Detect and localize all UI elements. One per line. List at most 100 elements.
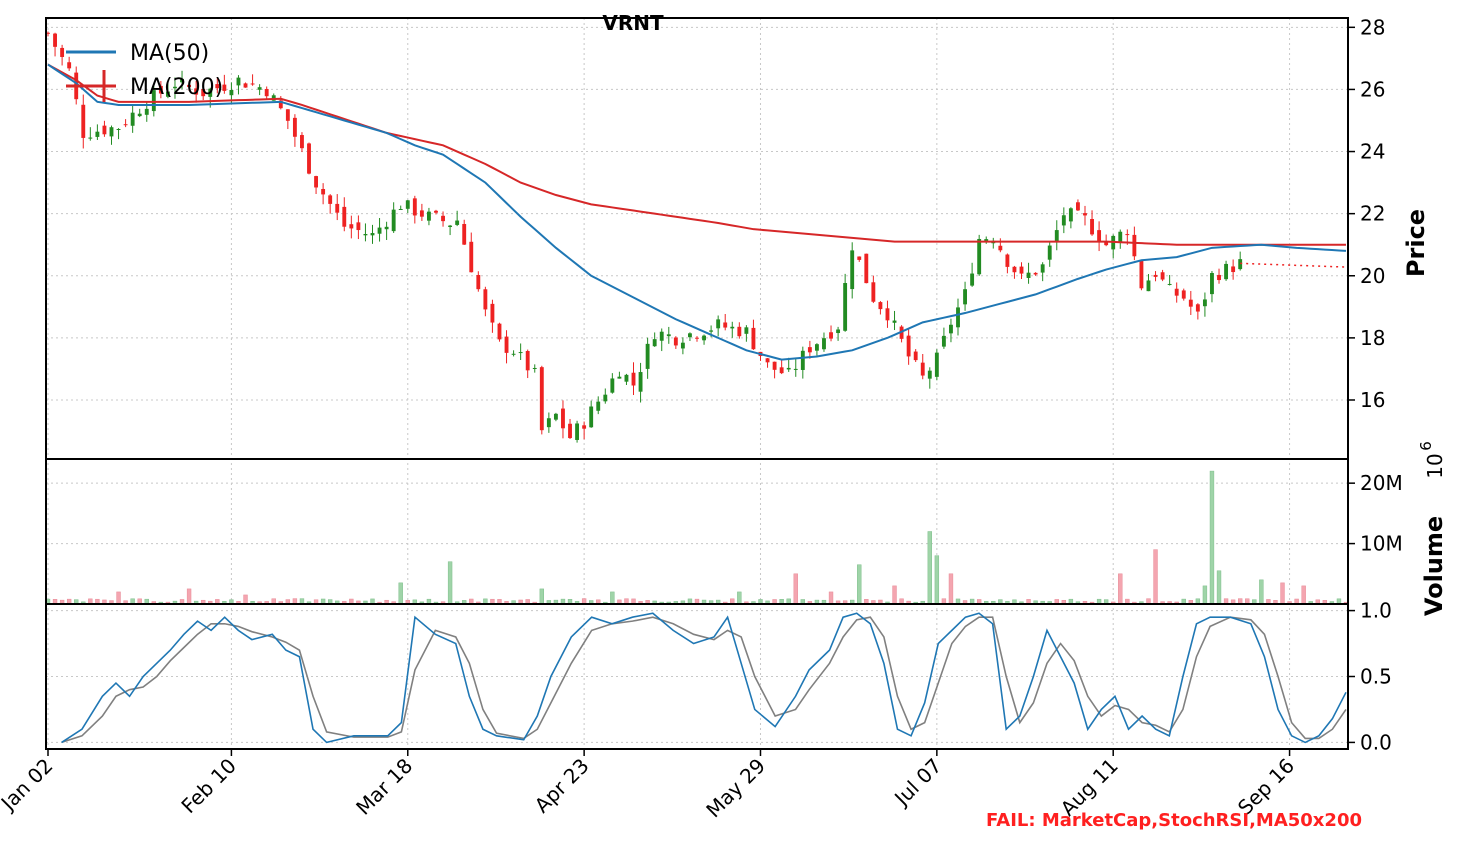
candle-body: [927, 370, 932, 379]
candle-body: [292, 117, 297, 137]
candle-body: [539, 367, 544, 431]
candle-body: [709, 330, 714, 332]
candle-body: [60, 47, 65, 57]
x-tick-label: Apr 23: [530, 754, 594, 818]
price-tick-label: 28: [1360, 15, 1385, 39]
candle-body: [462, 223, 467, 245]
price-tick-label: 20: [1360, 264, 1385, 288]
candle-body: [617, 376, 622, 379]
candle-body: [688, 333, 692, 338]
candle-body: [793, 368, 798, 370]
price-tick-label: 16: [1360, 388, 1385, 412]
price-tick-label: 22: [1360, 202, 1385, 226]
candle-body: [751, 327, 756, 350]
candle-body: [857, 256, 862, 260]
candle-body: [589, 406, 594, 428]
volume-tick-label: 10M: [1360, 532, 1403, 556]
candle-body: [1033, 272, 1038, 275]
candle-body: [243, 83, 248, 88]
candle-body: [1068, 208, 1073, 222]
candle-body: [151, 90, 156, 112]
candle-body: [285, 109, 290, 121]
volume-exponent: 10 6: [1417, 441, 1447, 479]
candle-body: [941, 335, 946, 347]
volume-exponent-base: 10: [1423, 453, 1447, 478]
volume-bar: [892, 585, 897, 605]
candle-body: [1195, 304, 1200, 312]
price-projection: [1240, 262, 1347, 268]
candle-body: [765, 358, 770, 363]
candle-body: [116, 129, 121, 131]
stoch-tick-label: 0.0: [1360, 730, 1392, 754]
candle-body: [568, 423, 572, 439]
candle-body: [963, 289, 968, 305]
candle-body: [419, 210, 424, 217]
candle-body: [264, 88, 269, 97]
volume-bar: [927, 531, 932, 605]
candle-body: [730, 326, 735, 329]
candle-body: [1026, 272, 1031, 278]
candle-body: [165, 91, 170, 97]
candle-body: [518, 352, 523, 354]
volume-bar: [539, 588, 544, 605]
candle-body: [596, 401, 601, 411]
volume-bar: [1202, 585, 1208, 605]
candle-body: [652, 339, 657, 347]
volume-bar: [793, 573, 798, 605]
volume-bar: [610, 591, 615, 605]
legend-ma50-label: MA(50): [130, 41, 209, 66]
candle-body: [137, 113, 142, 117]
candle-body: [800, 350, 805, 370]
candle-body: [194, 88, 199, 95]
candle-body: [158, 85, 163, 94]
candle-body: [949, 324, 953, 334]
candle-body: [610, 378, 615, 393]
candle-body: [426, 211, 431, 221]
volume-bar: [186, 588, 192, 605]
candle-body: [377, 227, 382, 234]
candle-body: [603, 394, 608, 402]
stoch-tick-label: 1.0: [1360, 599, 1392, 623]
candle-body: [546, 418, 551, 428]
candle-body: [814, 344, 819, 351]
axis-ticks: Jan 02 Feb 10 Mar 18 Apr 23 May 29 Jul 07 Aug …: [0, 15, 1403, 822]
volume-layer: [45, 470, 1349, 605]
candle-body: [342, 206, 347, 227]
candle-body: [645, 343, 650, 369]
volume-bar: [1259, 579, 1264, 605]
candle-body: [680, 342, 685, 349]
candle-body: [998, 245, 1003, 251]
candle-body: [977, 238, 982, 275]
volume-bar: [934, 555, 940, 605]
stoch-layer: [61, 612, 1347, 744]
candle-body: [1202, 299, 1207, 307]
volume-bar: [1209, 470, 1215, 605]
volume-bar: [948, 573, 954, 605]
candle-body: [67, 62, 72, 69]
candle-body: [236, 77, 241, 86]
candle-body: [666, 334, 671, 337]
candle-body: [88, 137, 93, 139]
stoch-tick-label: 0.5: [1360, 665, 1392, 689]
candle-body: [1118, 231, 1123, 243]
candle-body: [53, 33, 57, 47]
candle-body: [504, 336, 509, 353]
candle-body: [1139, 260, 1144, 289]
candle-body: [1061, 215, 1066, 226]
candle-body: [553, 413, 558, 420]
candle-body: [215, 84, 220, 89]
candle-body: [843, 283, 848, 331]
candle-body: [412, 198, 417, 216]
candle-body: [984, 239, 989, 243]
candle-body: [1174, 288, 1179, 296]
candle-body: [356, 222, 361, 231]
volume-bar: [243, 594, 248, 605]
candle-body: [864, 253, 869, 284]
candle-body: [398, 208, 403, 210]
candle-body: [638, 372, 643, 392]
volume-tick-label: 20M: [1360, 471, 1403, 495]
candle-body: [476, 274, 481, 290]
candle-body: [1047, 245, 1052, 260]
candle-body: [525, 350, 530, 371]
